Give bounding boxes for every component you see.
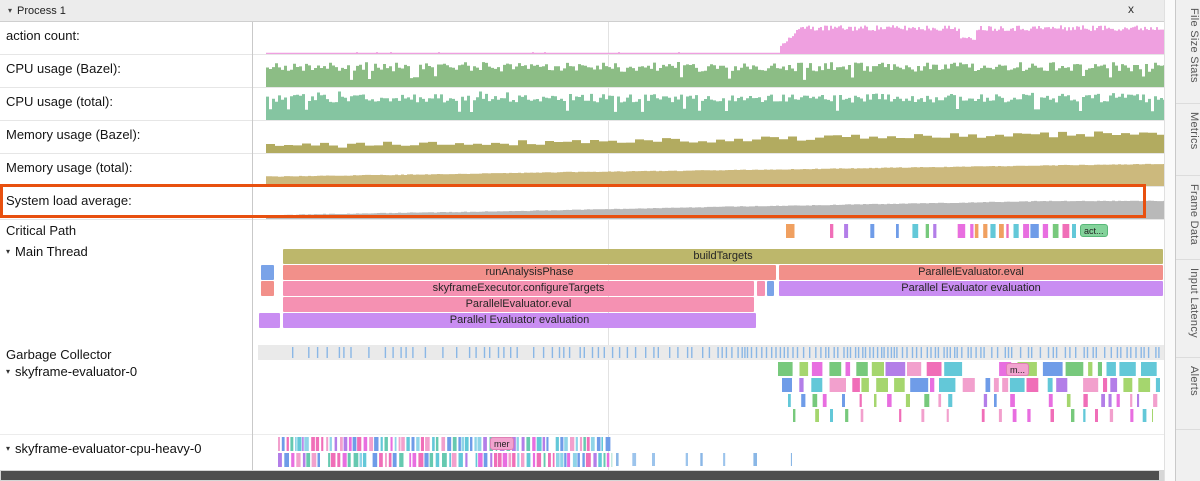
slice[interactable]: ParallelEvaluator.eval bbox=[283, 297, 754, 312]
thread-name: skyframe-evaluator-0 bbox=[15, 364, 138, 379]
process-title: Process 1 bbox=[17, 4, 66, 17]
chart-area bbox=[278, 437, 792, 467]
counter-label: CPU usage (total): bbox=[0, 88, 252, 120]
garbage-collector-row: Garbage Collector bbox=[0, 344, 1164, 362]
counter-chart-system-load[interactable] bbox=[258, 187, 1164, 219]
chart-area bbox=[266, 163, 1164, 186]
slice[interactable]: Parallel Evaluator evaluation bbox=[779, 281, 1163, 296]
counter-label: CPU usage (Bazel): bbox=[0, 55, 252, 87]
counter-row-action-count: action count: bbox=[0, 22, 1164, 55]
counter-row-cpu-total: CPU usage (total): bbox=[0, 88, 1164, 121]
chart-area bbox=[266, 131, 1164, 153]
evaluator0-track[interactable]: m... bbox=[258, 362, 1164, 424]
critical-path-track[interactable]: act... bbox=[258, 220, 1164, 242]
tab-frame-data[interactable]: Frame Data bbox=[1176, 176, 1200, 260]
expand-arrow-icon[interactable]: ▾ bbox=[6, 247, 11, 256]
evaluator0-chip[interactable]: m... bbox=[1006, 363, 1029, 376]
side-tab-strip: File Size Stats Metrics Frame Data Input… bbox=[1175, 0, 1200, 481]
critical-path-label: Critical Path bbox=[6, 223, 77, 238]
counter-label: Memory usage (Bazel): bbox=[0, 121, 252, 153]
scrollbar-thumb[interactable] bbox=[1, 471, 1159, 480]
counter-label: action count: bbox=[0, 22, 252, 54]
tab-file-size-stats[interactable]: File Size Stats bbox=[1176, 0, 1200, 104]
counter-chart-cpu-total[interactable] bbox=[258, 88, 1164, 120]
chart-area bbox=[778, 362, 1160, 422]
expand-arrow-icon[interactable]: ▾ bbox=[6, 367, 11, 376]
slice[interactable]: ParallelEvaluator.eval bbox=[779, 265, 1163, 280]
tab-metrics[interactable]: Metrics bbox=[1176, 104, 1200, 176]
main-thread-track: buildTargets runAnalysisPhase ParallelEval… bbox=[258, 249, 1164, 331]
slice[interactable] bbox=[261, 265, 274, 280]
counter-label: Memory usage (total): bbox=[0, 154, 252, 186]
counter-row-system-load: System load average: bbox=[0, 187, 1164, 220]
slice[interactable] bbox=[767, 281, 774, 296]
thread-label-skyframe-evaluator-0[interactable]: ▾ skyframe-evaluator-0 bbox=[6, 364, 137, 379]
slice[interactable] bbox=[757, 281, 765, 296]
thread-name: skyframe-evaluator-cpu-heavy-0 bbox=[15, 441, 202, 456]
counter-chart-memory-bazel[interactable] bbox=[258, 121, 1164, 153]
column-divider[interactable] bbox=[252, 22, 253, 470]
tab-input-latency[interactable]: Input Latency bbox=[1176, 260, 1200, 358]
slice[interactable] bbox=[259, 313, 280, 328]
tab-alerts[interactable]: Alerts bbox=[1176, 358, 1200, 430]
main-thread-slices: buildTargets runAnalysisPhase ParallelEval… bbox=[258, 249, 1164, 331]
counter-chart-action-count[interactable] bbox=[258, 22, 1164, 54]
slice[interactable] bbox=[261, 281, 274, 296]
slice[interactable]: runAnalysisPhase bbox=[283, 265, 776, 280]
close-button[interactable]: x bbox=[1128, 2, 1134, 16]
cpu-heavy-track[interactable]: mer bbox=[258, 435, 1164, 468]
critical-path-row: Critical Path act... bbox=[0, 220, 1164, 242]
evaluator0-section: ▾ skyframe-evaluator-0 m... bbox=[0, 362, 1164, 434]
process-header-bar[interactable]: ▾ Process 1 x bbox=[0, 0, 1164, 22]
chart-area bbox=[266, 25, 1164, 54]
trace-main-panel: ▾ Process 1 x action count: CPU usage (B… bbox=[0, 0, 1164, 481]
counter-row-memory-total: Memory usage (total): bbox=[0, 154, 1164, 187]
cpu-heavy-chip[interactable]: mer bbox=[490, 437, 514, 450]
chart-area bbox=[786, 224, 1076, 238]
gc-label: Garbage Collector bbox=[6, 347, 112, 362]
chart-area bbox=[266, 91, 1164, 120]
critical-path-chip[interactable]: act... bbox=[1080, 224, 1108, 237]
thread-name: Main Thread bbox=[15, 244, 88, 259]
counter-chart-cpu-bazel[interactable] bbox=[258, 55, 1164, 87]
time-gridline bbox=[608, 22, 609, 470]
slice[interactable]: skyframeExecutor.configureTargets bbox=[283, 281, 754, 296]
slice[interactable]: buildTargets bbox=[283, 249, 1163, 264]
chart-area bbox=[266, 62, 1164, 87]
counter-chart-memory-total[interactable] bbox=[258, 154, 1164, 186]
vertical-scrollbar[interactable] bbox=[1164, 0, 1175, 481]
cpu-heavy-section: ▾ skyframe-evaluator-cpu-heavy-0 mer bbox=[0, 434, 1164, 470]
main-thread-section: ▾ Main Thread buildTargets runAnalysisPha… bbox=[0, 242, 1164, 334]
chart-area bbox=[258, 345, 1164, 360]
slice[interactable]: Parallel Evaluator evaluation bbox=[283, 313, 756, 328]
thread-label-main-thread[interactable]: ▾ Main Thread bbox=[6, 244, 88, 259]
gc-track[interactable] bbox=[258, 344, 1164, 362]
thread-label-skyframe-evaluator-cpu-heavy-0[interactable]: ▾ skyframe-evaluator-cpu-heavy-0 bbox=[6, 441, 201, 456]
counter-label: System load average: bbox=[0, 187, 252, 219]
expand-arrow-icon[interactable]: ▾ bbox=[6, 444, 11, 453]
chart-area bbox=[266, 200, 1164, 219]
counter-row-cpu-bazel: CPU usage (Bazel): bbox=[0, 55, 1164, 88]
horizontal-scrollbar[interactable] bbox=[0, 470, 1164, 481]
counter-row-memory-bazel: Memory usage (Bazel): bbox=[0, 121, 1164, 154]
collapse-arrow-icon[interactable]: ▾ bbox=[8, 6, 13, 15]
